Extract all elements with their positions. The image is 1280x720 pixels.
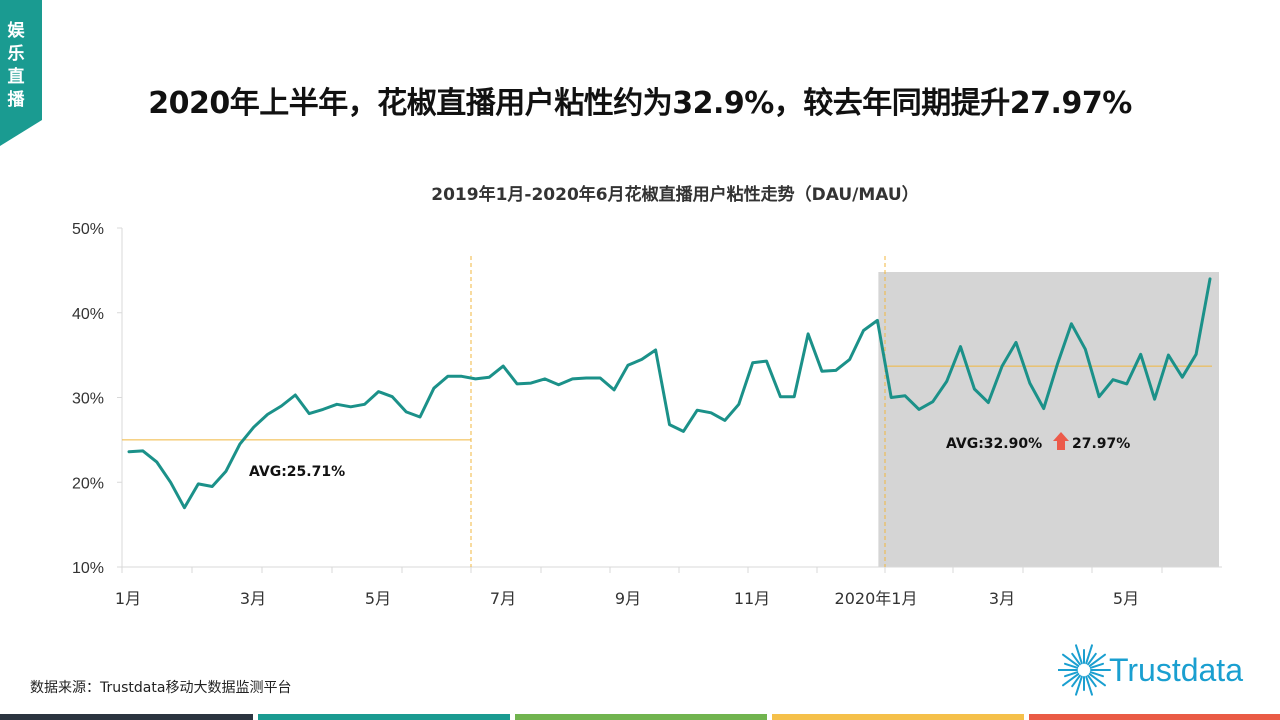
bottom-bar-1 xyxy=(0,714,253,720)
logo-ray xyxy=(1087,674,1097,688)
logo-ray xyxy=(1088,653,1106,667)
trustdata-logo-icon xyxy=(1058,644,1111,696)
growth-label: 27.97% xyxy=(1072,436,1130,452)
logo-ray xyxy=(1085,675,1093,696)
x-tick-label: 7月 xyxy=(490,589,516,608)
avg-label-2019: AVG:25.71% xyxy=(249,464,345,480)
bottom-bar-4 xyxy=(772,714,1024,720)
y-tick-label: 10% xyxy=(72,560,104,577)
y-tick-label: 40% xyxy=(72,306,104,323)
series-line-user-stickiness xyxy=(127,277,1212,510)
logo-ray xyxy=(1071,652,1081,666)
chart-title: 2019年1月-2020年6月花椒直播用户粘性走势（DAU/MAU） xyxy=(431,185,919,205)
logo-ray xyxy=(1087,652,1097,666)
growth-up-arrow-icon xyxy=(1053,432,1069,450)
bottom-bar-2 xyxy=(258,714,510,720)
logo-ray xyxy=(1089,671,1104,678)
logo-ray xyxy=(1075,644,1083,665)
y-tick-label: 30% xyxy=(72,391,104,408)
x-tick-label: 9月 xyxy=(615,589,641,608)
highlight-region xyxy=(878,272,1219,567)
logo-ray xyxy=(1075,675,1083,696)
x-tick-label: 11月 xyxy=(734,589,770,608)
logo-ray xyxy=(1071,674,1081,688)
y-tick-label: 50% xyxy=(72,221,104,238)
logo-ray xyxy=(1089,662,1104,669)
page-title: 2020年上半年，花椒直播用户粘性约为32.9%，较去年同期提升27.97% xyxy=(148,86,1132,121)
x-tick-label: 2020年1月 xyxy=(835,589,918,608)
category-tag-label: 娱乐直播 xyxy=(7,21,25,110)
data-source-note: 数据来源：Trustdata移动大数据监测平台 xyxy=(30,680,292,696)
category-tag: 娱乐直播 xyxy=(0,0,42,146)
logo-ray xyxy=(1062,653,1080,667)
category-tag-notch xyxy=(0,120,42,146)
logo-ray xyxy=(1064,671,1079,678)
logo-ray xyxy=(1085,644,1093,665)
x-tick-label: 3月 xyxy=(989,589,1015,608)
bottom-bar-5 xyxy=(1029,714,1280,720)
bottom-bar-3 xyxy=(515,714,767,720)
trustdata-logo-text: Trustdata xyxy=(1109,652,1243,688)
logo-ray xyxy=(1088,673,1106,687)
logo-ray xyxy=(1062,673,1080,687)
x-tick-label: 5月 xyxy=(365,589,391,608)
logo-ray xyxy=(1064,662,1079,669)
x-tick-label: 1月 xyxy=(115,589,141,608)
x-tick-label: 5月 xyxy=(1113,589,1139,608)
avg-label-2020: AVG:32.90% xyxy=(946,436,1042,452)
x-tick-label: 3月 xyxy=(240,589,266,608)
y-tick-label: 20% xyxy=(72,475,104,492)
